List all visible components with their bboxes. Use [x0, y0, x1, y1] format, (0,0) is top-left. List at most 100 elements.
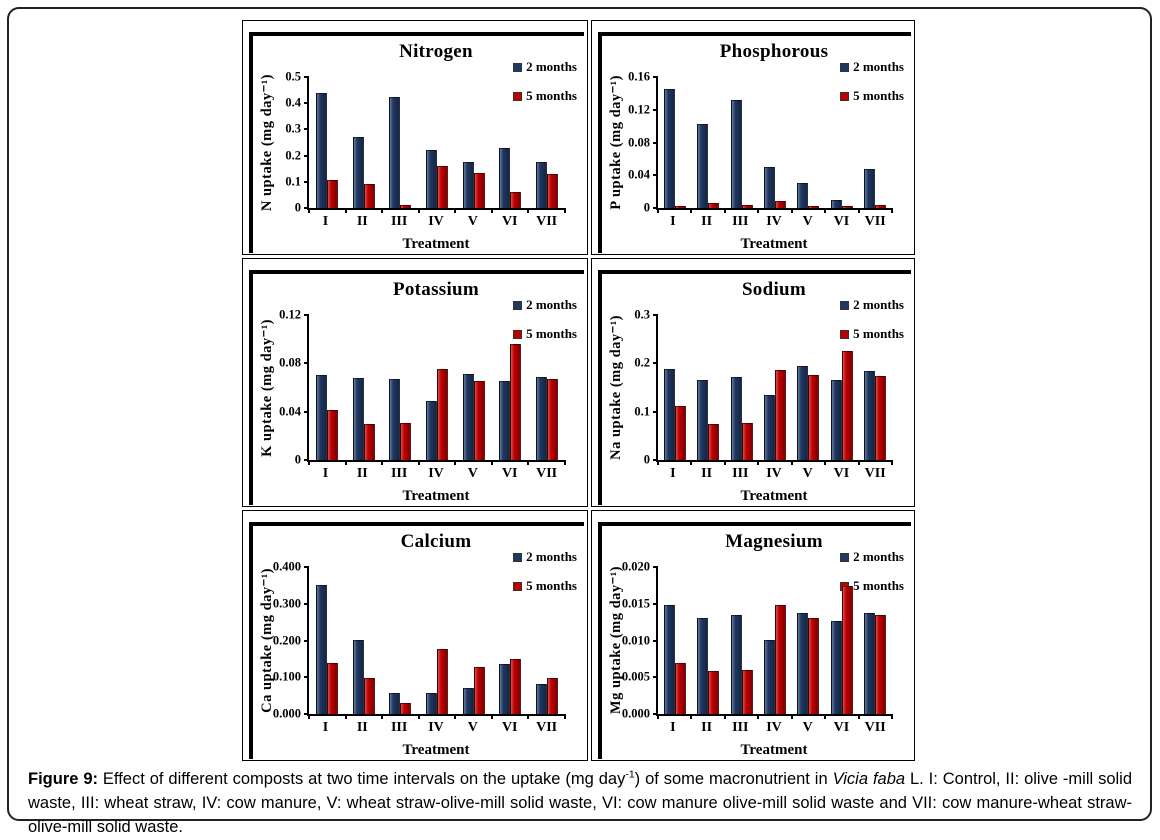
legend-label: 5 months [853, 326, 904, 341]
x-tick-mark [381, 714, 384, 719]
y-tick-mark [304, 76, 309, 78]
bar-group [419, 567, 456, 714]
y-tick-label: 0.200 [272, 633, 301, 647]
bar [674, 663, 686, 714]
y-tick-label: 0.010 [621, 633, 650, 647]
x-category-label: V [467, 214, 478, 229]
legend-item: 5 months [840, 88, 904, 104]
x-tick-mark [824, 208, 827, 213]
y-tick-label: 0.04 [279, 404, 301, 419]
y-tick-label: 0.000 [272, 706, 301, 721]
x-tick-mark [790, 714, 793, 719]
bar [499, 148, 511, 208]
bar [316, 93, 328, 208]
plot-area: 0.000 0.100 0.200 0.300 0.400 [273, 560, 566, 721]
x-category-label: VII [536, 466, 558, 481]
x-category-label: III [732, 214, 749, 229]
bar [352, 378, 364, 460]
x-tick-mark [723, 714, 726, 719]
x-category-label: IV [428, 466, 444, 481]
bar [797, 183, 809, 208]
y-tick-label: 0.005 [621, 669, 650, 684]
bar [499, 664, 511, 714]
legend-color-swatch [513, 581, 523, 591]
y-axis-label-text: Na uptake (mg day⁻¹) [607, 315, 624, 460]
bar [741, 423, 753, 460]
legend-color-swatch [513, 300, 523, 310]
heavy-rule-top [598, 270, 911, 274]
x-tick-mark [344, 714, 347, 719]
bar [674, 406, 686, 460]
bar [436, 369, 448, 460]
x-category-label: I [670, 466, 676, 481]
bar [425, 401, 437, 460]
x-tick-mark [757, 460, 760, 465]
legend-color-swatch [840, 300, 850, 310]
y-axis-label-text: N uptake (mg day⁻¹) [258, 73, 275, 212]
x-category-label: I [670, 214, 676, 229]
bar-group [825, 567, 858, 714]
x-axis-title: Treatment [740, 236, 808, 252]
bar [797, 613, 809, 714]
bar-group [658, 77, 691, 208]
bar-group [309, 77, 346, 208]
x-tick-mark [790, 208, 793, 213]
y-tick-mark [653, 314, 658, 316]
bar-group [792, 567, 825, 714]
x-category-label: VII [536, 214, 558, 229]
x-category-label: V [802, 466, 813, 481]
legend-label: 2 months [526, 59, 577, 74]
x-category-label: I [322, 214, 329, 229]
y-tick-mark [653, 76, 658, 78]
bar-group [382, 315, 419, 460]
x-tick-mark [891, 460, 893, 465]
bar [473, 381, 485, 460]
bar-group [792, 315, 825, 460]
legend-color-swatch [513, 329, 523, 339]
x-category-label: VII [864, 466, 886, 481]
bar [774, 605, 786, 714]
x-axis-title: Treatment [740, 488, 808, 504]
x-tick-mark [344, 460, 347, 465]
y-tick-mark [653, 141, 658, 144]
legend-label: 5 months [853, 88, 904, 103]
y-tick-label: 0.000 [621, 706, 650, 721]
bar [436, 649, 448, 714]
y-tick-mark [304, 676, 309, 679]
x-tick-mark [857, 460, 860, 465]
bar [663, 89, 675, 208]
chart-title: Calcium [400, 531, 472, 552]
x-tick-mark [417, 208, 420, 213]
bar [830, 200, 842, 208]
x-tick-mark [417, 714, 420, 719]
bar [875, 615, 887, 714]
legend-label: 2 months [853, 549, 904, 564]
bar-group [309, 315, 346, 460]
y-tick-mark [653, 410, 658, 413]
x-tick-mark [454, 714, 457, 719]
y-tick-mark [653, 207, 658, 209]
y-tick-mark [304, 602, 309, 605]
x-category-label: IV [766, 720, 782, 735]
y-tick-label: 0.1 [634, 404, 650, 419]
x-category-labels: I II III IV V VI VII [656, 466, 892, 485]
legend-color-swatch [840, 91, 850, 101]
figure-caption: Figure 9: Effect of different composts a… [28, 768, 1132, 840]
legend-item: 5 months [513, 326, 577, 342]
x-category-label: I [322, 466, 329, 481]
y-tick-mark [304, 410, 309, 413]
y-tick-label: 0.3 [285, 121, 301, 136]
x-tick-mark [790, 460, 793, 465]
bar-group [825, 77, 858, 208]
legend-item: 2 months [840, 59, 904, 75]
x-category-label: III [390, 720, 408, 735]
x-tick-mark [824, 714, 827, 719]
bar-group [528, 567, 565, 714]
x-category-label: III [390, 466, 408, 481]
bar [875, 205, 887, 208]
x-category-label: III [390, 214, 408, 229]
legend: 2 months 5 months [513, 297, 577, 342]
legend-color-swatch [513, 62, 523, 72]
x-category-label: VI [833, 720, 850, 735]
plot-area: 0 0.04 0.08 0.12 0.16 [628, 70, 893, 215]
